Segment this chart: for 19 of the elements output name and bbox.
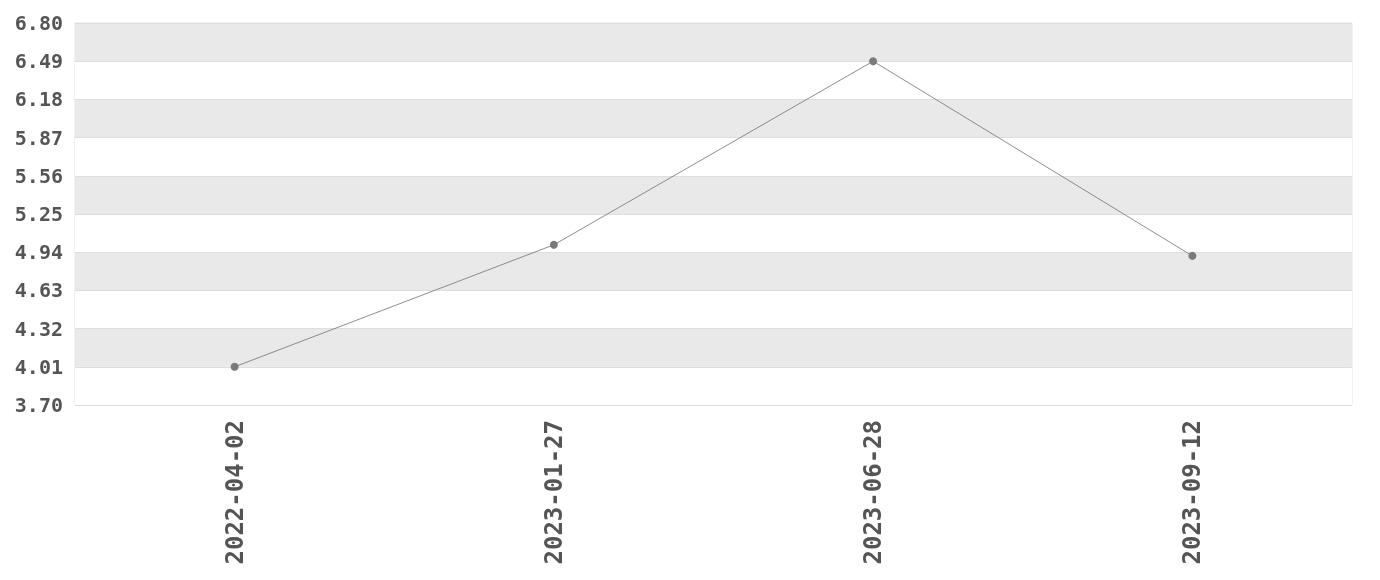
y-tick-label: 6.18 — [14, 87, 63, 112]
point — [230, 362, 239, 371]
point — [549, 240, 558, 249]
x-tick-label: 2023-09-12 — [1178, 420, 1207, 565]
y-tick-label: 4.32 — [14, 316, 63, 341]
y-tick-label: 5.25 — [14, 202, 63, 226]
y-tick-label: 6.80 — [14, 11, 63, 35]
x-tick-label: 2023-01-27 — [539, 420, 568, 565]
y-tick-label: 6.49 — [14, 49, 63, 74]
y-tick-label: 5.87 — [14, 125, 63, 150]
point — [1188, 251, 1197, 260]
y-tick-label: 4.01 — [14, 354, 63, 379]
x-tick-label: 2023-06-28 — [859, 420, 888, 565]
y-tick-label: 4.94 — [14, 240, 63, 265]
y-tick-label: 4.63 — [14, 278, 63, 303]
x-tick-label: 2022-04-02 — [220, 420, 249, 565]
y-tick-label: 5.56 — [14, 163, 63, 188]
point — [869, 57, 878, 66]
y-tick-label: 3.70 — [14, 393, 63, 417]
